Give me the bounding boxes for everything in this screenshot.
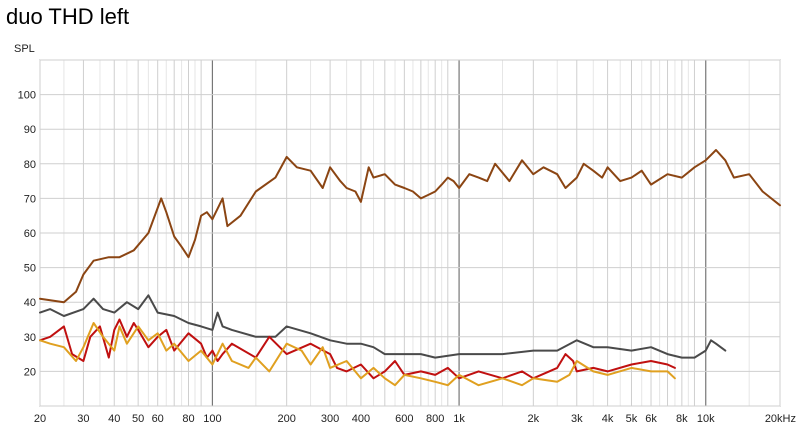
y-tick-label: 40 [24, 297, 36, 309]
x-tick-label: 20 [34, 413, 46, 425]
y-tick-label: 60 [24, 228, 36, 240]
chart-title: duo THD left [6, 4, 130, 29]
x-tick-label: 600 [395, 413, 413, 425]
x-tick-label: 2k [528, 413, 540, 425]
series-layer [39, 149, 781, 387]
y-tick-label: 80 [24, 159, 36, 171]
x-tick-label: 800 [426, 413, 444, 425]
x-tick-label: 4k [602, 413, 614, 425]
y-tick-label: 30 [24, 332, 36, 344]
x-tick-label: 30 [77, 413, 89, 425]
x-tick-label: 1k [453, 413, 465, 425]
x-tick-label: 20kHz [765, 413, 796, 425]
series-line-4 [39, 322, 676, 387]
y-tick-label: 100 [18, 90, 36, 102]
x-tick-label: 100 [203, 413, 221, 425]
x-tick-label: 400 [352, 413, 370, 425]
x-tick-label: 10k [697, 413, 715, 425]
x-tick-label: 3k [571, 413, 583, 425]
x-tick-label: 8k [676, 413, 688, 425]
series-line-1 [39, 149, 781, 304]
x-tick-label: 50 [132, 413, 144, 425]
y-tick-label: 90 [24, 124, 36, 136]
y-tick-label: 70 [24, 193, 36, 205]
x-tick-label: 300 [321, 413, 339, 425]
x-tick-label: 40 [108, 413, 120, 425]
y-tick-label: 50 [24, 263, 36, 275]
axes-layer: 20 30 40 50 60 80 100 200 300 400 600 800 1k 2k 3k 4k 5k… [18, 90, 796, 425]
x-tick-label: 60 [152, 413, 164, 425]
y-tick-label: 20 [24, 366, 36, 378]
x-tick-label: 200 [277, 413, 295, 425]
x-tick-label: 6k [645, 413, 657, 425]
series-line-2 [39, 294, 727, 359]
y-axis-label: SPL [14, 43, 35, 55]
x-tick-label: 80 [182, 413, 194, 425]
x-tick-label: 5k [626, 413, 638, 425]
